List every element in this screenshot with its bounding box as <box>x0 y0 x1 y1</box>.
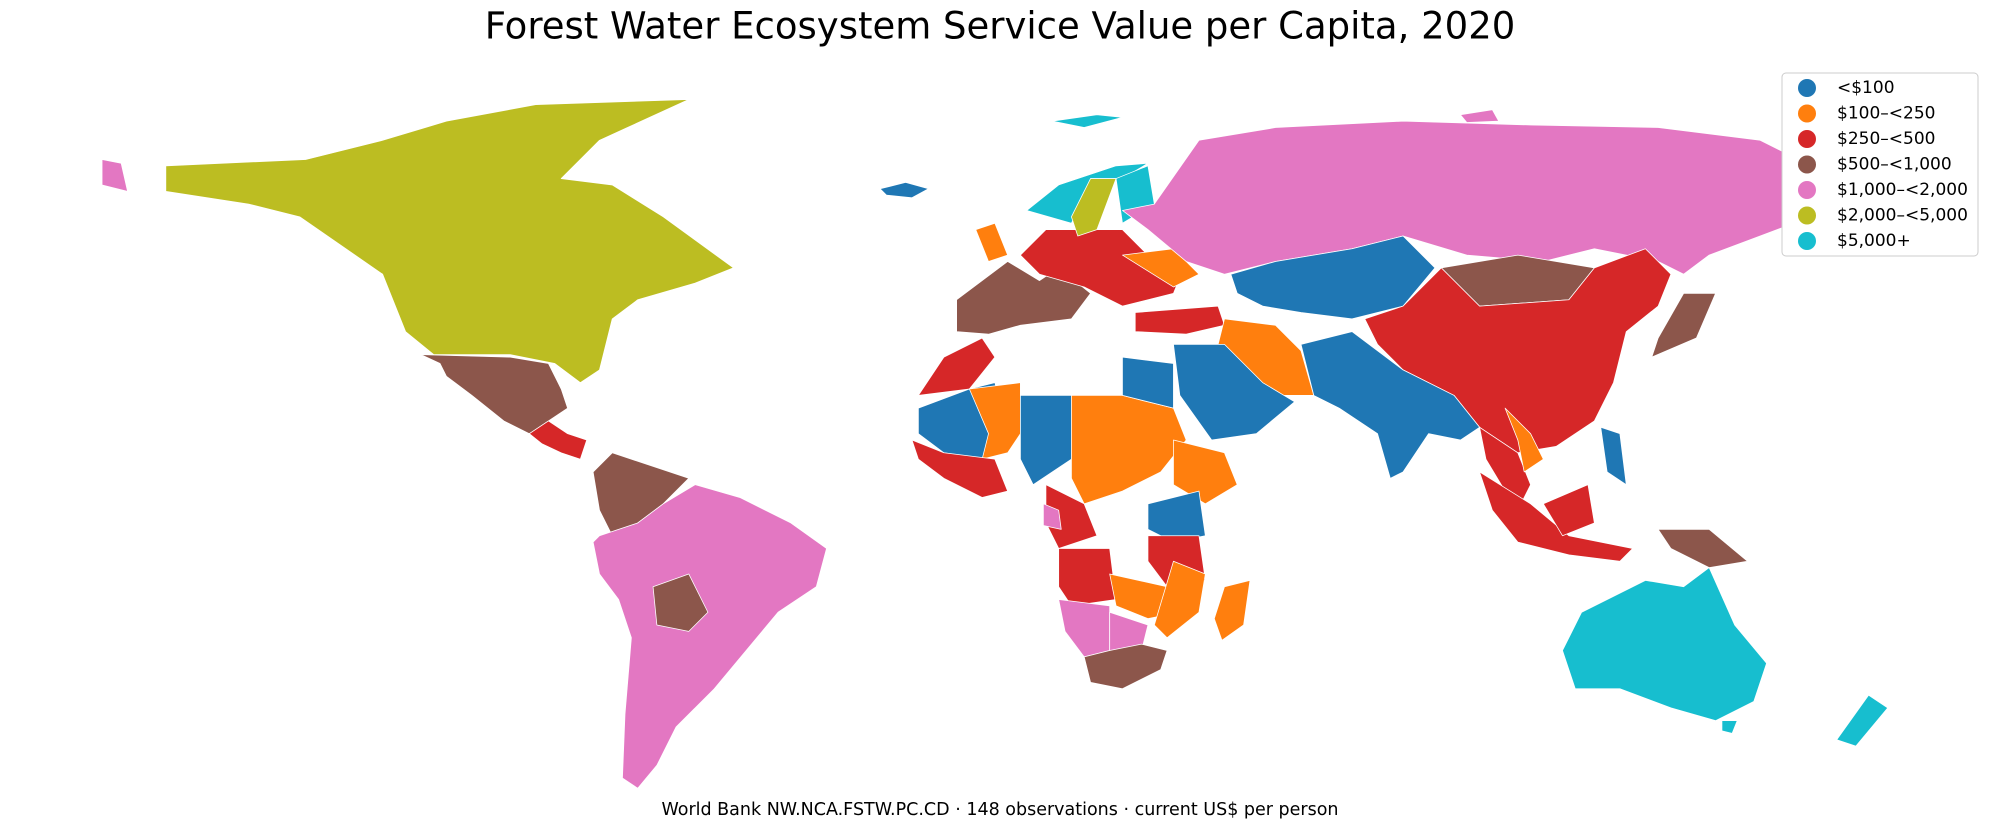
country-shape <box>528 420 588 460</box>
country-shape <box>1122 248 1200 288</box>
country-shape <box>1173 344 1296 441</box>
country-shape <box>101 159 128 192</box>
country-shape <box>1122 356 1174 409</box>
country-shape <box>1147 490 1206 543</box>
legend-label: $100–<250 <box>1837 104 1935 124</box>
country-shape <box>956 261 1091 335</box>
legend-label: $500–<1,000 <box>1837 155 1952 175</box>
country-shape <box>420 354 568 435</box>
legend-marker <box>1798 130 1816 148</box>
legend-label: <$100 <box>1837 78 1895 98</box>
country-shape <box>1051 114 1123 128</box>
country-shape <box>975 222 1009 262</box>
country-shape <box>1562 567 1767 722</box>
country-shape <box>968 382 1021 460</box>
world-map <box>101 99 1889 789</box>
country-shape <box>1460 109 1500 123</box>
country-shape <box>1651 292 1716 358</box>
legend-marker <box>1798 155 1816 174</box>
country-shape <box>1213 579 1251 641</box>
country-shape <box>1173 439 1238 505</box>
country-shape <box>911 439 1009 498</box>
legend-box <box>1781 72 1979 257</box>
country-shape <box>1479 471 1634 562</box>
country-shape <box>1657 528 1748 568</box>
country-shape <box>1042 503 1062 530</box>
legend-label: $5,000+ <box>1837 231 1911 251</box>
country-shape <box>917 337 996 396</box>
country-shape <box>652 573 709 632</box>
legend-label: $1,000–<2,000 <box>1837 180 1968 200</box>
map-caption: World Bank NW.NCA.FSTW.PC.CD · 148 obser… <box>661 800 1338 820</box>
country-shape <box>1134 305 1225 335</box>
country-shape <box>1836 694 1889 747</box>
country-shape <box>592 484 827 789</box>
map-title: Forest Water Ecosystem Service Value per… <box>485 5 1516 48</box>
legend-label: $2,000–<5,000 <box>1837 206 1968 226</box>
country-shape <box>1504 407 1544 473</box>
country-shape <box>1122 120 1838 275</box>
country-shape <box>1071 395 1187 505</box>
country-shape <box>1020 395 1072 486</box>
legend-marker <box>1798 181 1816 199</box>
legend-label: $250–<500 <box>1837 129 1935 149</box>
legend-marker <box>1798 206 1816 225</box>
legend: <$100 $100–<250 $250–<500 $500–<1,000 $1,000… <box>1798 78 1968 251</box>
country-shape <box>1542 484 1595 537</box>
legend-marker <box>1798 104 1816 123</box>
country-shape <box>1083 643 1168 690</box>
country-shape <box>1058 548 1117 607</box>
country-shape <box>1300 331 1480 479</box>
country-shape <box>165 99 734 384</box>
country-shape <box>1600 426 1627 486</box>
country-shape <box>1058 599 1111 658</box>
country-shape <box>1071 178 1117 237</box>
country-shape <box>879 182 929 199</box>
legend-marker <box>1798 232 1816 250</box>
legend-marker <box>1798 79 1816 97</box>
country-shape <box>1721 720 1738 734</box>
country-shape <box>1153 560 1206 639</box>
